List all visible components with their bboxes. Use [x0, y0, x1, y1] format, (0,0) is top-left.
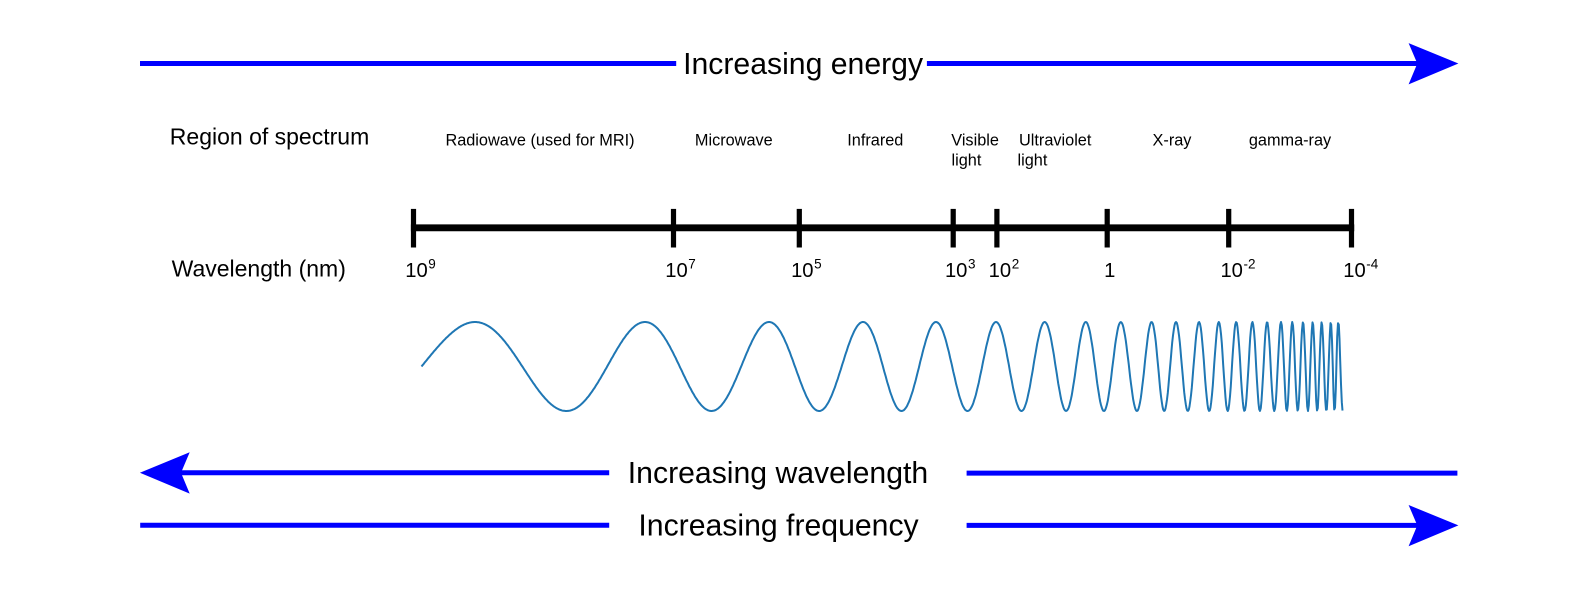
svg-text:10: 10 — [945, 260, 967, 282]
svg-text:2: 2 — [1012, 256, 1020, 271]
svg-text:light: light — [952, 151, 982, 169]
svg-text:Microwave: Microwave — [695, 131, 773, 149]
svg-text:3: 3 — [968, 256, 976, 271]
svg-text:10: 10 — [1343, 260, 1365, 282]
svg-text:10: 10 — [1220, 260, 1242, 282]
svg-text:5: 5 — [814, 256, 822, 271]
svg-text:Infrared: Infrared — [847, 131, 903, 149]
svg-text:X-ray: X-ray — [1153, 131, 1193, 149]
svg-text:Radiowave (used for MRI): Radiowave (used for MRI) — [445, 131, 634, 149]
svg-text:10: 10 — [989, 260, 1011, 282]
svg-text:Ultraviolet: Ultraviolet — [1019, 131, 1092, 149]
svg-text:Visible: Visible — [951, 131, 999, 149]
svg-text:Region of spectrum: Region of spectrum — [170, 124, 369, 150]
svg-text:-2: -2 — [1244, 256, 1256, 271]
svg-text:10: 10 — [665, 260, 687, 282]
svg-text:10: 10 — [791, 260, 813, 282]
svg-text:light: light — [1018, 151, 1048, 169]
svg-text:Increasing frequency: Increasing frequency — [638, 510, 919, 543]
svg-text:Wavelength (nm): Wavelength (nm) — [172, 256, 346, 282]
svg-text:Increasing energy: Increasing energy — [683, 48, 924, 81]
svg-text:10: 10 — [405, 260, 427, 282]
svg-text:1: 1 — [1104, 260, 1115, 282]
svg-text:Increasing wavelength: Increasing wavelength — [628, 457, 928, 490]
svg-text:gamma-ray: gamma-ray — [1249, 131, 1332, 149]
svg-text:9: 9 — [428, 256, 436, 271]
svg-text:7: 7 — [688, 256, 696, 271]
svg-text:-4: -4 — [1366, 256, 1378, 271]
